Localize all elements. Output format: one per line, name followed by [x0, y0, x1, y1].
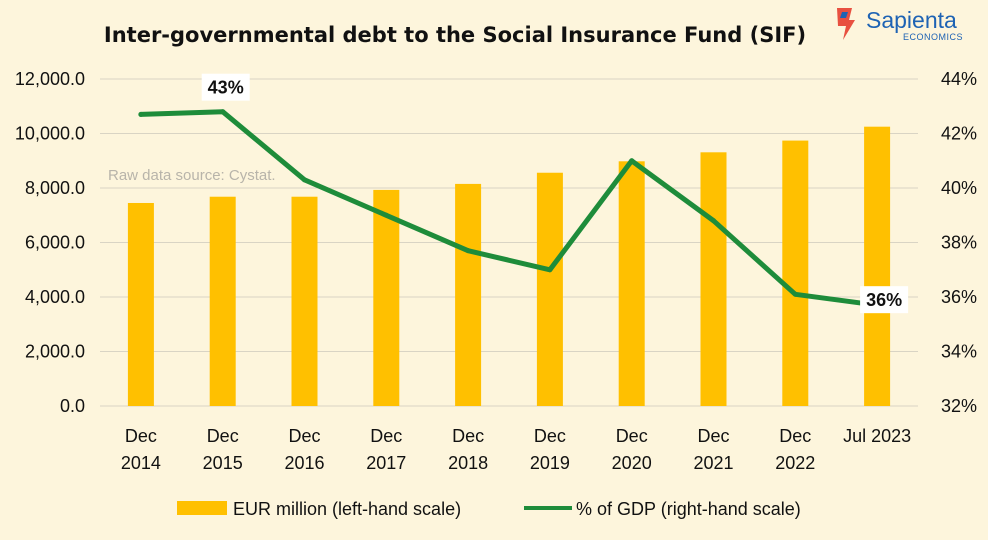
x-tick-label: 2014: [121, 453, 161, 473]
bar: [864, 126, 891, 406]
line-point: [629, 158, 635, 164]
x-tick-label: Dec: [288, 426, 320, 446]
bar: [127, 202, 154, 406]
x-tick-label: 2020: [612, 453, 652, 473]
legend-label-line: % of GDP (right-hand scale): [576, 499, 801, 519]
annotation-label: 43%: [208, 78, 244, 98]
annotation-box: [860, 286, 909, 314]
y-right-tick-label: 40%: [941, 178, 977, 198]
x-tick-label: Jul 2023: [843, 426, 911, 446]
line-point: [138, 111, 144, 117]
y-left-tick-label: 10,000.0: [15, 124, 85, 144]
x-axis: Dec 2014 Dec 2015 Dec 2016 Dec 2017 Dec 2018 Dec 20…: [121, 426, 911, 473]
line-point: [547, 267, 553, 273]
y-left-tick-label: 6,000.0: [25, 233, 85, 253]
bar: [291, 196, 318, 406]
y-left-tick-label: 4,000.0: [25, 287, 85, 307]
left-axis: 0.0 2,000.0 4,000.0 6,000.0 8,000.0 10,000.0 1…: [15, 69, 85, 416]
line-point: [711, 218, 716, 224]
line-point: [383, 212, 389, 218]
bar: [455, 183, 482, 406]
annotation-box: [201, 73, 250, 101]
bar: [782, 140, 809, 406]
x-tick-label: 2021: [693, 453, 733, 473]
bar: [209, 196, 236, 406]
y-left-tick-label: 12,000.0: [15, 69, 85, 89]
logo-mark-accent-icon: [840, 12, 848, 18]
x-tick-label: Dec: [125, 426, 157, 446]
y-right-tick-label: 42%: [941, 124, 977, 144]
line-series-path: [138, 109, 880, 308]
line-point: [302, 177, 307, 183]
x-tick-label: Dec: [534, 426, 566, 446]
y-right-tick-label: 36%: [941, 287, 977, 307]
bar: [536, 172, 563, 406]
y-right-tick-label: 44%: [941, 69, 977, 89]
line-series: [138, 109, 880, 308]
y-left-tick-label: 0.0: [60, 396, 85, 416]
y-right-tick-label: 32%: [941, 396, 977, 416]
x-tick-label: Dec: [207, 426, 239, 446]
annotations: 43% 36%: [201, 73, 909, 314]
bar: [618, 161, 645, 406]
bar: [700, 152, 727, 406]
y-right-tick-label: 34%: [941, 342, 977, 362]
source-note: Raw data source: Cystat.: [108, 167, 276, 184]
x-tick-label: Dec: [616, 426, 648, 446]
x-tick-label: 2019: [530, 453, 570, 473]
x-tick-label: Dec: [452, 426, 484, 446]
legend-bar-swatch: [177, 501, 227, 515]
sapienta-logo: Sapienta ECONOMICS: [837, 7, 963, 42]
y-left-tick-label: 8,000.0: [25, 178, 85, 198]
line-point: [465, 248, 471, 254]
logo-sub: ECONOMICS: [903, 32, 963, 42]
x-tick-label: 2015: [203, 453, 243, 473]
y-left-tick-label: 2,000.0: [25, 342, 85, 362]
legend-label-bars: EUR million (left-hand scale): [233, 499, 461, 519]
annotation-label: 36%: [866, 290, 902, 310]
logo-name: Sapienta: [866, 7, 957, 33]
x-tick-label: Dec: [370, 426, 402, 446]
x-tick-label: Dec: [697, 426, 729, 446]
x-tick-label: 2016: [284, 453, 324, 473]
line-point: [220, 109, 226, 115]
x-tick-label: 2022: [775, 453, 815, 473]
x-tick-label: 2017: [366, 453, 406, 473]
legend: EUR million (left-hand scale) % of GDP (…: [177, 499, 801, 519]
line-point: [792, 291, 798, 297]
right-axis: 32% 34% 36% 38% 40% 42% 44%: [941, 69, 977, 416]
chart-title: Inter-governmental debt to the Social In…: [104, 23, 806, 47]
bar-series: [127, 126, 891, 406]
y-right-tick-label: 38%: [941, 233, 977, 253]
bar: [373, 189, 400, 406]
x-tick-label: Dec: [779, 426, 811, 446]
x-tick-label: 2018: [448, 453, 488, 473]
